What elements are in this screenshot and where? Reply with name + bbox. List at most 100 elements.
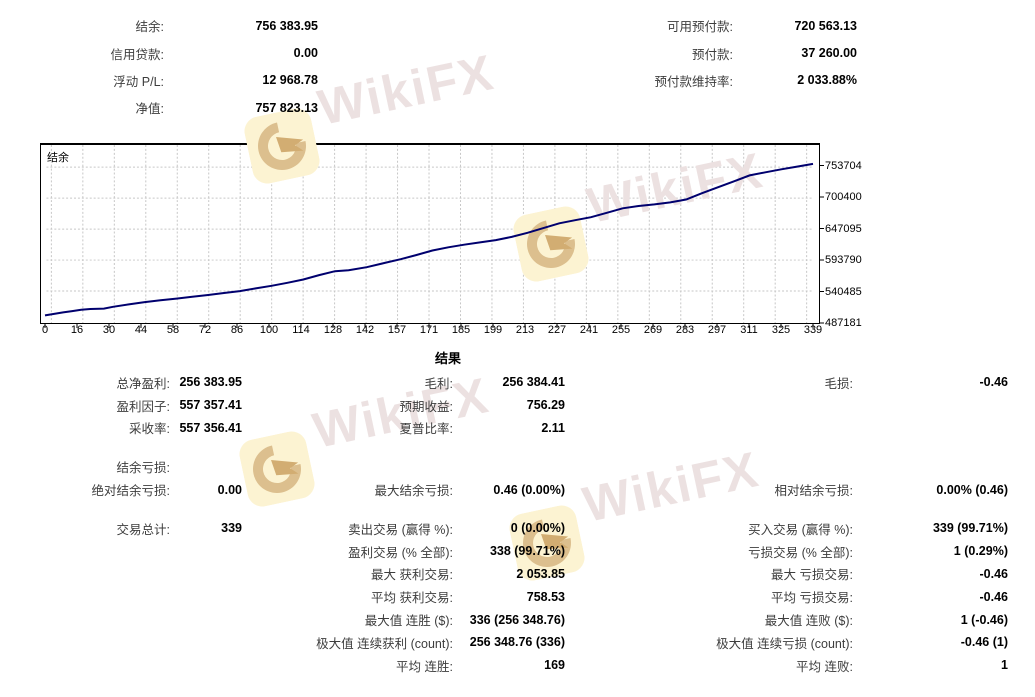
x-axis-label: 227 bbox=[547, 324, 567, 336]
x-axis-label: 157 bbox=[387, 324, 407, 336]
result-row: 最大值 连胜 ($): 336 (256 348.76) 最大值 连败 ($): 1 … bbox=[0, 608, 1008, 631]
result-label: 采收率: bbox=[129, 422, 170, 437]
y-axis-label: 647095 bbox=[825, 222, 862, 235]
x-axis-label: 30 bbox=[102, 324, 116, 336]
summary-value: 756 383.95 bbox=[255, 18, 318, 33]
x-axis-label: 325 bbox=[771, 324, 791, 336]
y-axis-label: 700400 bbox=[825, 191, 862, 203]
result-label: 平均 获利交易: bbox=[371, 591, 453, 606]
result-label: 极大值 连续获利 (count): bbox=[316, 636, 453, 651]
x-axis-label: 241 bbox=[579, 324, 599, 336]
result-row: 平均 获利交易: 758.53 平均 亏损交易: -0.46 bbox=[0, 585, 1008, 608]
result-value: 256 348.76 (336) bbox=[469, 635, 565, 650]
result-value: 256 383.95 bbox=[179, 375, 242, 390]
x-axis-label: 311 bbox=[740, 324, 758, 336]
result-label: 绝对结余亏损: bbox=[91, 484, 170, 499]
chart-gridlines bbox=[46, 145, 814, 323]
result-value: 758.53 bbox=[526, 589, 565, 604]
x-axis-label: 339 bbox=[803, 324, 823, 336]
result-value: 336 (256 348.76) bbox=[469, 612, 565, 627]
result-value: 339 bbox=[221, 521, 242, 536]
x-axis-label: 72 bbox=[198, 324, 212, 336]
summary-value: 720 563.13 bbox=[794, 18, 857, 33]
result-label: 最大 亏损交易: bbox=[771, 568, 853, 583]
summary-label: 结余: bbox=[135, 20, 164, 35]
y-axis-label: 540485 bbox=[825, 285, 862, 298]
x-axis-label: 199 bbox=[483, 324, 503, 336]
x-axis-label: 100 bbox=[259, 324, 279, 336]
summary-label: 浮动 P/L: bbox=[113, 74, 164, 89]
result-value: 1 bbox=[1001, 658, 1008, 673]
summary-row: 结余: 756 383.95 可用预付款: 720 563.13 bbox=[0, 12, 857, 39]
summary-row: 浮动 P/L: 12 968.78 预付款维持率: 2 033.88% bbox=[0, 67, 857, 94]
result-label: 交易总计: bbox=[116, 522, 170, 537]
summary-row: 净值: 757 823.13 bbox=[0, 94, 857, 121]
x-axis-label: 283 bbox=[675, 324, 695, 336]
result-value: 339 (99.71%) bbox=[932, 521, 1008, 536]
summary-label: 信用贷款: bbox=[110, 47, 164, 62]
results-gap bbox=[0, 439, 1008, 455]
result-row: 极大值 连续获利 (count): 256 348.76 (336) 极大值 连续亏… bbox=[0, 631, 1008, 654]
balance-chart bbox=[40, 143, 820, 324]
x-axis-label: 114 bbox=[292, 324, 310, 336]
result-value: 338 (99.71%) bbox=[489, 544, 565, 559]
summary-value: 2 033.88% bbox=[797, 73, 857, 88]
x-axis-label: 269 bbox=[643, 324, 663, 336]
summary-value: 37 260.00 bbox=[801, 46, 857, 61]
result-value: -0.46 (1) bbox=[960, 635, 1008, 650]
summary-value: 757 823.13 bbox=[255, 100, 318, 115]
result-label: 平均 亏损交易: bbox=[771, 591, 853, 606]
result-value: 169 bbox=[544, 658, 565, 673]
x-axis-label: 0 bbox=[41, 324, 49, 336]
summary-value: 0.00 bbox=[293, 46, 318, 61]
result-value: 0.00% (0.46) bbox=[936, 482, 1008, 497]
result-value: -0.46 bbox=[979, 589, 1009, 604]
result-value: 2 053.85 bbox=[516, 566, 565, 581]
result-label: 亏损交易 (% 全部): bbox=[748, 545, 853, 560]
x-axis-label: 128 bbox=[323, 324, 343, 336]
result-row: 绝对结余亏损: 0.00 最大结余亏损: 0.46 (0.00%) 相对结余亏损: 0.0… bbox=[0, 478, 1008, 501]
y-axis-label: 487181 bbox=[825, 317, 862, 329]
x-axis-label: 171 bbox=[419, 324, 439, 336]
x-axis-label: 16 bbox=[70, 324, 84, 336]
summary-label: 预付款维持率: bbox=[654, 74, 733, 89]
x-axis-label: 44 bbox=[134, 324, 148, 336]
summary-label: 可用预付款: bbox=[667, 20, 733, 35]
x-axis-label: 213 bbox=[515, 324, 535, 336]
result-value: 2.11 bbox=[541, 420, 565, 435]
result-value: 0.46 (0.00%) bbox=[493, 482, 565, 497]
result-label: 相对结余亏损: bbox=[774, 484, 853, 499]
y-axis-label: 593790 bbox=[825, 254, 862, 266]
result-value: 0 (0.00%) bbox=[510, 521, 565, 536]
result-label: 预期收益: bbox=[399, 399, 453, 414]
summary-label: 预付款: bbox=[692, 47, 733, 62]
x-axis-label: 142 bbox=[355, 324, 375, 336]
result-label: 平均 连败: bbox=[796, 659, 853, 674]
results-gap bbox=[0, 501, 1008, 517]
result-row: 交易总计: 339 卖出交易 (赢得 %): 0 (0.00%) 买入交易 (赢得 %)… bbox=[0, 517, 1008, 540]
result-row: 平均 连胜: 169 平均 连败: 1 bbox=[0, 654, 1008, 677]
result-value: 756.29 bbox=[526, 398, 565, 413]
result-row: 采收率: 557 356.41 夏普比率: 2.11 bbox=[0, 417, 1008, 440]
result-label: 夏普比率: bbox=[399, 422, 453, 437]
result-value: -0.46 bbox=[979, 375, 1009, 390]
result-value: 557 357.41 bbox=[179, 398, 242, 413]
result-row: 结余亏损: bbox=[0, 455, 1008, 478]
result-label: 平均 连胜: bbox=[396, 659, 453, 674]
x-axis-label: 58 bbox=[166, 324, 180, 336]
result-label: 最大值 连胜 ($): bbox=[364, 614, 453, 629]
result-label: 盈利因子: bbox=[116, 399, 170, 414]
results-section-title: 结果 bbox=[434, 351, 461, 366]
result-row: 盈利因子: 557 357.41 预期收益: 756.29 bbox=[0, 394, 1008, 417]
y-axis-label: 753704 bbox=[825, 159, 862, 172]
result-label: 毛损: bbox=[824, 376, 853, 391]
x-axis-label: 86 bbox=[230, 324, 244, 336]
result-value: 557 356.41 bbox=[179, 420, 242, 435]
result-row: 盈利交易 (% 全部): 338 (99.71%) 亏损交易 (% 全部): 1 (0… bbox=[0, 540, 1008, 563]
x-axis-label: 255 bbox=[611, 324, 631, 336]
x-axis-label: 185 bbox=[451, 324, 471, 336]
result-label: 最大值 连败 ($): bbox=[764, 614, 853, 629]
account-summary: 结余: 756 383.95 可用预付款: 720 563.13 信用贷款: 0.00 预付… bbox=[0, 12, 857, 122]
chart-legend: 结余 bbox=[47, 152, 69, 164]
